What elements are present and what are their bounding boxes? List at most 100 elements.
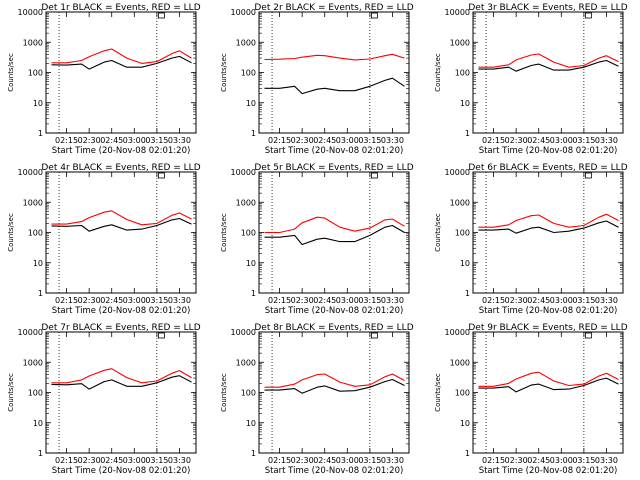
x-tick-label: 02:45 (100, 456, 123, 465)
y-tick-label: 1000 (236, 198, 256, 207)
y-tick-label: 100 (28, 69, 43, 78)
x-tick-label: 03:30 (381, 136, 404, 145)
y-tick-label: 1 (38, 289, 43, 298)
panel-title: Det 2r BLACK = Events, RED = LLD (254, 3, 413, 13)
x-tick-label: 02:45 (100, 136, 123, 145)
y-tick-label: 10000 (231, 8, 256, 17)
x-tick-label: 02:30 (291, 296, 314, 305)
x-tick-label: 02:15 (268, 296, 291, 305)
y-tick-label: 100 (241, 389, 256, 398)
x-axis-label: Start Time (20-Nov-08 02:01:20) (52, 306, 191, 316)
y-tick-label: 10000 (445, 168, 470, 177)
events-series-line (478, 377, 619, 393)
lld-series-line (51, 48, 192, 64)
x-tick-label: 03:30 (168, 136, 191, 145)
y-tick-label: 10 (460, 99, 470, 108)
y-axis-label: Counts/sec (220, 213, 228, 252)
marker-box (584, 12, 592, 19)
x-tick-label: 02:30 (78, 296, 101, 305)
x-tick-label: 02:15 (55, 456, 78, 465)
detector-panel-2: Det 2r BLACK = Events, RED = LLD 1 10 100 10… (220, 3, 414, 156)
x-tick-label: 03:00 (336, 296, 359, 305)
x-tick-label: 02:15 (482, 456, 505, 465)
y-tick-label: 10000 (231, 168, 256, 177)
x-axis-label: Start Time (20-Nov-08 02:01:20) (52, 146, 191, 156)
x-tick-label: 03:15 (358, 296, 381, 305)
x-tick-label: 02:45 (313, 456, 336, 465)
plot-frame (472, 171, 624, 294)
x-tick-label: 03:15 (572, 136, 595, 145)
lld-series-line (478, 213, 619, 228)
lld-series-line (51, 210, 192, 226)
panel-title: Det 9r BLACK = Events, RED = LLD (468, 323, 627, 333)
x-tick-label: 03:00 (123, 296, 146, 305)
detector-panel-4: Det 4r BLACK = Events, RED = LLD 1 10 100 10… (7, 163, 201, 316)
marker-box (584, 332, 592, 339)
y-axis-label: Counts/sec (7, 213, 15, 252)
x-tick-label: 03:00 (550, 296, 573, 305)
y-tick-label: 1 (251, 289, 256, 298)
x-tick-label: 02:45 (100, 296, 123, 305)
y-tick-label: 10 (246, 99, 256, 108)
x-tick-label: 03:15 (572, 296, 595, 305)
x-tick-label: 03:15 (145, 136, 168, 145)
marker-box (370, 12, 378, 19)
y-tick-label: 1 (38, 449, 43, 458)
y-tick-label: 1000 (450, 198, 470, 207)
panel-title: Det 7r BLACK = Events, RED = LLD (41, 323, 200, 333)
marker-box (157, 172, 165, 179)
x-tick-label: 03:30 (168, 456, 191, 465)
y-tick-label: 10 (33, 99, 43, 108)
x-tick-label: 02:45 (313, 296, 336, 305)
x-tick-label: 02:45 (527, 296, 550, 305)
events-series-line (51, 375, 192, 390)
y-tick-label: 1 (251, 449, 256, 458)
y-tick-label: 1000 (450, 358, 470, 367)
y-axis-label: Counts/sec (7, 53, 15, 92)
x-tick-label: 03:00 (123, 136, 146, 145)
y-tick-label: 10 (33, 259, 43, 268)
y-tick-label: 10 (246, 259, 256, 268)
y-axis-label: Counts/sec (434, 53, 442, 92)
panel-title: Det 3r BLACK = Events, RED = LLD (468, 3, 627, 13)
plot-frame (258, 11, 410, 134)
x-axis-label: Start Time (20-Nov-08 02:01:20) (52, 466, 191, 476)
marker-box (157, 332, 165, 339)
y-tick-label: 100 (455, 69, 470, 78)
x-tick-label: 03:30 (595, 136, 618, 145)
events-series-line (264, 378, 405, 394)
x-tick-label: 02:15 (268, 456, 291, 465)
x-tick-label: 02:45 (527, 456, 550, 465)
y-tick-label: 100 (241, 229, 256, 238)
y-tick-label: 1000 (236, 38, 256, 47)
events-series-line (264, 224, 405, 246)
events-series-line (478, 59, 619, 72)
y-tick-label: 1 (38, 129, 43, 138)
x-tick-label: 03:30 (381, 296, 404, 305)
x-tick-label: 03:15 (145, 456, 168, 465)
detector-panel-6: Det 6r BLACK = Events, RED = LLD 1 10 100 10… (434, 163, 628, 316)
y-tick-label: 10000 (18, 8, 43, 17)
x-axis-label: Start Time (20-Nov-08 02:01:20) (479, 146, 618, 156)
y-tick-label: 1000 (23, 358, 43, 367)
lld-series-line (478, 53, 619, 68)
x-axis-label: Start Time (20-Nov-08 02:01:20) (479, 466, 618, 476)
x-axis-label: Start Time (20-Nov-08 02:01:20) (479, 306, 618, 316)
marker-box (584, 172, 592, 179)
x-tick-label: 03:30 (595, 296, 618, 305)
x-tick-label: 02:30 (505, 456, 528, 465)
x-tick-label: 03:30 (381, 456, 404, 465)
x-tick-label: 03:15 (572, 456, 595, 465)
y-tick-label: 10000 (445, 8, 470, 17)
panel-title: Det 8r BLACK = Events, RED = LLD (254, 323, 413, 333)
y-axis-label: Counts/sec (220, 373, 228, 412)
lld-series-line (51, 368, 192, 384)
x-tick-label: 02:30 (505, 296, 528, 305)
x-tick-label: 03:30 (168, 296, 191, 305)
events-series-line (264, 77, 405, 95)
plot-frame (472, 331, 624, 454)
detector-panel-9: Det 9r BLACK = Events, RED = LLD 1 10 100 10… (434, 323, 628, 476)
detector-panel-7: Det 7r BLACK = Events, RED = LLD 1 10 100 10… (7, 323, 201, 476)
y-tick-label: 1000 (23, 38, 43, 47)
y-tick-label: 100 (241, 69, 256, 78)
